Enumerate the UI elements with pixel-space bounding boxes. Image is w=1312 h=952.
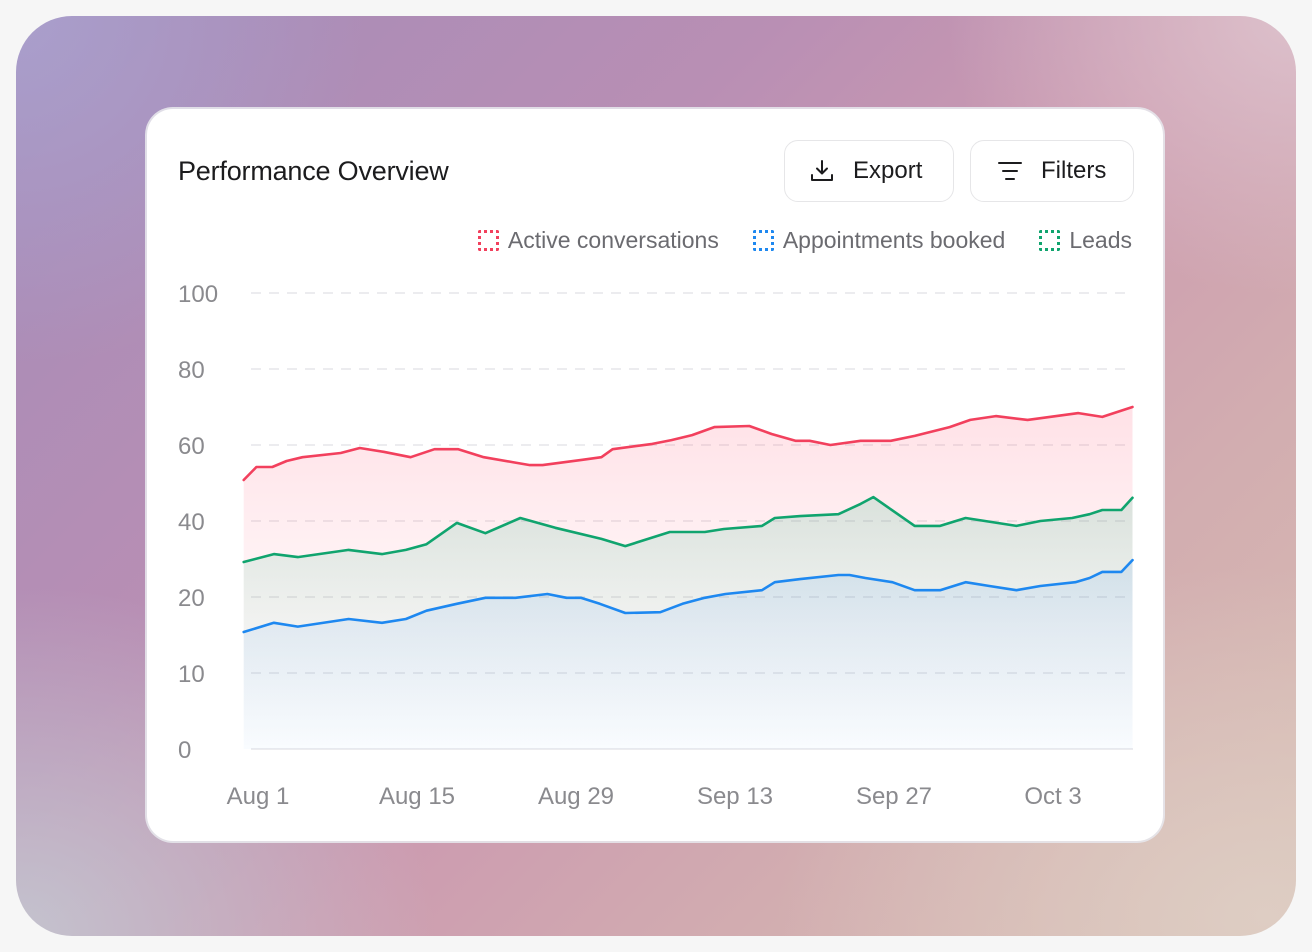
legend-swatch-appointments-booked xyxy=(752,230,774,251)
legend-label: Leads xyxy=(1069,227,1132,253)
legend-item-leads[interactable]: Leads xyxy=(1039,227,1132,254)
legend-item-active-conversations[interactable]: Active conversations xyxy=(477,227,719,254)
download-icon xyxy=(811,160,833,181)
export-label: Export xyxy=(853,157,923,184)
chart-legend: Active conversations Appointments booked… xyxy=(477,227,1132,254)
legend-label: Active conversations xyxy=(507,227,719,253)
x-tick-label: Aug 29 xyxy=(538,783,614,810)
filter-lines-icon xyxy=(998,162,1022,180)
legend-swatch-active-conversations xyxy=(477,230,499,251)
x-tick-label: Sep 27 xyxy=(856,783,932,810)
y-tick-label: 40 xyxy=(178,509,205,536)
export-button[interactable]: Export xyxy=(784,140,954,202)
legend-item-appointments-booked[interactable]: Appointments booked xyxy=(752,227,1006,254)
y-tick-label: 60 xyxy=(178,433,205,460)
filters-button[interactable]: Filters xyxy=(970,140,1134,202)
y-tick-label: 0 xyxy=(178,737,191,764)
performance-card: Performance Overview Export Filters Acti… xyxy=(147,109,1163,841)
y-tick-label: 80 xyxy=(178,357,205,384)
y-tick-label: 100 xyxy=(178,281,218,308)
x-tick-label: Aug 15 xyxy=(379,783,455,810)
x-tick-label: Oct 3 xyxy=(1024,783,1081,810)
y-tick-label: 20 xyxy=(178,585,205,612)
line-area-chart: 0 10 20 40 60 80 100 Aug 1 Aug 15 Aug 29 Sep 13 Sep… xyxy=(178,281,1134,810)
legend-label: Appointments booked xyxy=(782,227,1006,253)
filters-label: Filters xyxy=(1041,157,1107,184)
legend-swatch-leads xyxy=(1039,230,1061,251)
y-tick-label: 10 xyxy=(178,661,205,688)
line-leads xyxy=(242,495,1134,564)
x-tick-label: Sep 13 xyxy=(697,783,773,810)
x-tick-label: Aug 1 xyxy=(227,783,290,810)
card-title: Performance Overview xyxy=(178,156,449,186)
area-appointments-booked xyxy=(243,560,1133,749)
